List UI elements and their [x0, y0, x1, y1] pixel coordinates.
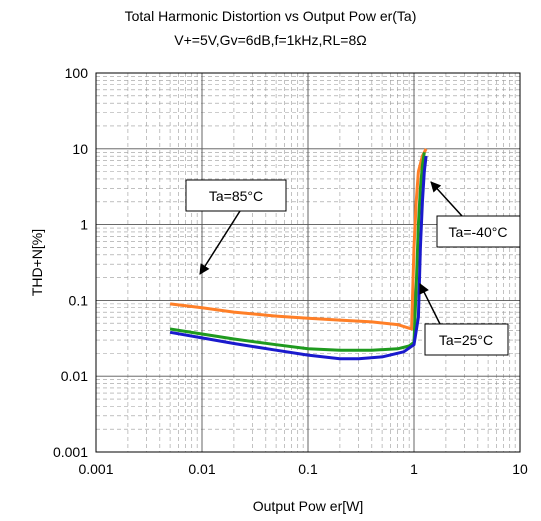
x-axis-label: Output Pow er[W] — [253, 498, 363, 514]
annotation-box-ta85 — [185, 179, 287, 212]
y-tick-label: 100 — [65, 65, 89, 81]
annotation-box-ta-40 — [436, 215, 521, 248]
y-axis-label: THD+N[%] — [29, 229, 45, 296]
x-tick-label: 0.1 — [298, 461, 318, 477]
annotation-arrow-ta-40 — [430, 181, 463, 217]
x-tick-label: 0.01 — [188, 461, 215, 477]
x-tick-label: 0.001 — [78, 461, 113, 477]
annotation-text-ta85: Ta=85°C — [209, 188, 263, 204]
series-line-0 — [169, 148, 428, 331]
annotation-arrow-ta85 — [199, 210, 241, 275]
chart-subtitle: V+=5V,Gv=6dB,f=1kHz,RL=8Ω — [174, 32, 367, 48]
plot-area-border — [95, 72, 521, 453]
series-line-2 — [169, 155, 428, 361]
minor-gridlines — [96, 73, 520, 452]
y-tick-label: 10 — [72, 141, 88, 157]
annotation-ta25: Ta=25°C — [419, 283, 509, 356]
y-tick-label: 0.01 — [61, 368, 88, 384]
annotation-arrow-ta25 — [419, 283, 441, 325]
annotation-text-ta-40: Ta=-40°C — [449, 224, 508, 240]
annotation-ta-40: Ta=-40°C — [430, 181, 521, 248]
x-tick-label: 10 — [512, 461, 528, 477]
series-line-1 — [169, 152, 426, 352]
annotation-box-ta25 — [424, 323, 509, 356]
tick-labels: 0.001 0.01 0.1 1 10 100 10 1 0.1 0.01 0.001 — [53, 65, 528, 477]
chart-title: Total Harmonic Distortion vs Output Pow … — [124, 8, 417, 24]
y-tick-label: 0.001 — [53, 444, 88, 460]
series-lines — [169, 148, 428, 361]
annotation-ta85: Ta=85°C — [185, 179, 287, 275]
annotations: Ta=85°C Ta=-40°C Ta=25°C — [185, 179, 521, 356]
y-tick-label: 0.1 — [69, 292, 89, 308]
annotation-text-ta25: Ta=25°C — [439, 332, 493, 348]
y-tick-label: 1 — [80, 217, 88, 233]
x-tick-label: 1 — [410, 461, 418, 477]
